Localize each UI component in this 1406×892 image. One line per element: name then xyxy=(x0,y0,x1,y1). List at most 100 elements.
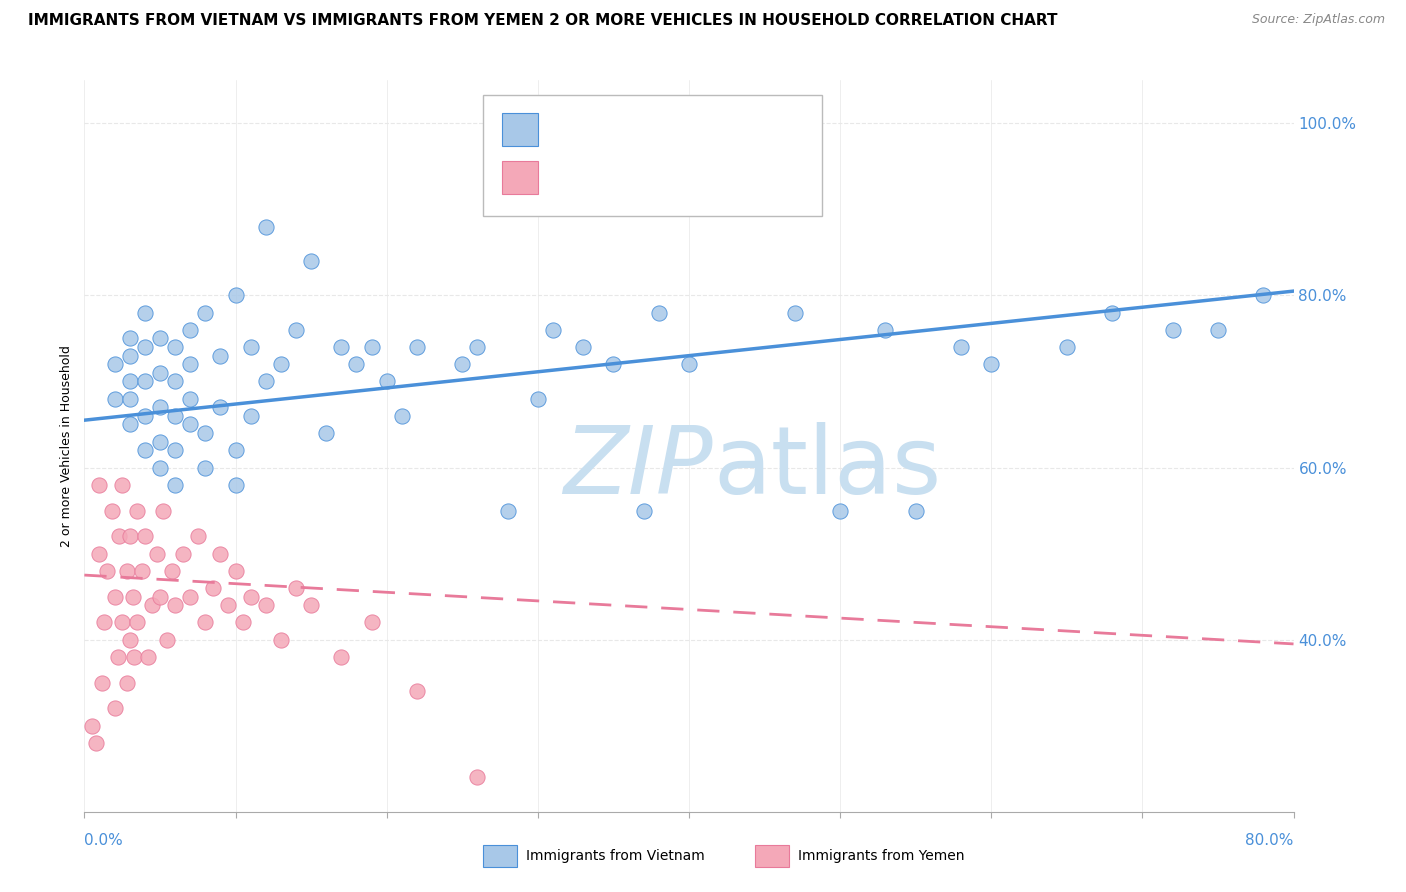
Point xyxy=(270,632,292,647)
Point xyxy=(1206,323,1229,337)
Point xyxy=(118,632,141,647)
Point xyxy=(156,632,179,647)
Point xyxy=(254,219,277,234)
Point xyxy=(647,305,671,319)
Point xyxy=(134,340,156,354)
Point xyxy=(1251,288,1274,302)
Point xyxy=(121,590,143,604)
Point xyxy=(239,409,262,423)
Point xyxy=(118,349,141,363)
Text: Immigrants from Vietnam: Immigrants from Vietnam xyxy=(526,848,704,863)
Point xyxy=(122,649,145,664)
Point xyxy=(217,598,239,612)
Point xyxy=(134,529,156,543)
Point xyxy=(315,426,337,441)
Point xyxy=(86,736,108,750)
Point xyxy=(127,615,149,630)
Point xyxy=(104,392,127,406)
Point xyxy=(163,598,186,612)
Point xyxy=(131,564,153,578)
Point xyxy=(284,581,308,595)
FancyBboxPatch shape xyxy=(484,95,823,216)
Point xyxy=(391,409,413,423)
Point xyxy=(127,503,149,517)
Point xyxy=(146,547,169,561)
Point xyxy=(96,564,118,578)
Point xyxy=(163,477,186,491)
Point xyxy=(633,503,655,517)
Point xyxy=(89,547,111,561)
Point xyxy=(1161,323,1184,337)
Point xyxy=(330,340,353,354)
Point xyxy=(980,357,1002,371)
Text: 0.0%: 0.0% xyxy=(84,832,124,847)
Point xyxy=(134,305,156,319)
Point xyxy=(783,305,806,319)
Point xyxy=(149,366,172,380)
Point xyxy=(152,503,174,517)
Point xyxy=(467,340,489,354)
Point xyxy=(209,349,232,363)
Point xyxy=(141,598,163,612)
Point xyxy=(107,649,129,664)
Point xyxy=(406,684,429,698)
Point xyxy=(209,401,232,415)
Point xyxy=(194,426,217,441)
Point xyxy=(100,503,122,517)
Point xyxy=(115,675,138,690)
Point xyxy=(360,340,382,354)
Point xyxy=(136,649,159,664)
Point xyxy=(134,443,156,458)
Point xyxy=(179,590,201,604)
Point xyxy=(194,460,217,475)
Point xyxy=(375,375,398,389)
Point xyxy=(115,564,138,578)
Point xyxy=(678,357,700,371)
Point xyxy=(254,375,277,389)
FancyBboxPatch shape xyxy=(755,845,789,867)
Point xyxy=(134,409,156,423)
Point xyxy=(496,503,519,517)
Point xyxy=(232,615,254,630)
Point xyxy=(163,340,186,354)
Point xyxy=(754,134,776,148)
Point xyxy=(209,547,232,561)
Point xyxy=(163,443,186,458)
Point xyxy=(541,323,564,337)
Point xyxy=(284,323,308,337)
Point xyxy=(118,392,141,406)
Point xyxy=(104,357,127,371)
Text: IMMIGRANTS FROM VIETNAM VS IMMIGRANTS FROM YEMEN 2 OR MORE VEHICLES IN HOUSEHOLD: IMMIGRANTS FROM VIETNAM VS IMMIGRANTS FR… xyxy=(28,13,1057,29)
Point xyxy=(299,254,322,268)
Point xyxy=(1101,305,1123,319)
Text: ZIP: ZIP xyxy=(564,423,713,514)
Point xyxy=(239,340,262,354)
Point xyxy=(80,719,103,733)
Point xyxy=(360,615,382,630)
Point xyxy=(89,477,111,491)
Point xyxy=(225,564,247,578)
Point xyxy=(149,434,172,449)
Point xyxy=(270,357,292,371)
Point xyxy=(299,598,322,612)
Y-axis label: 2 or more Vehicles in Household: 2 or more Vehicles in Household xyxy=(60,345,73,547)
Point xyxy=(160,564,183,578)
Text: R = -0.060  N = 50: R = -0.060 N = 50 xyxy=(550,161,707,179)
Text: R =   0.213  N = 71: R = 0.213 N = 71 xyxy=(550,110,713,128)
Point xyxy=(104,701,127,715)
Point xyxy=(149,590,172,604)
Point xyxy=(194,615,217,630)
Point xyxy=(1056,340,1078,354)
Point xyxy=(904,503,927,517)
Point xyxy=(875,323,897,337)
Text: Immigrants from Yemen: Immigrants from Yemen xyxy=(797,848,965,863)
Point xyxy=(451,357,474,371)
Point xyxy=(149,401,172,415)
Point xyxy=(179,357,201,371)
Point xyxy=(104,590,127,604)
Point xyxy=(526,392,548,406)
Point xyxy=(187,529,209,543)
Point xyxy=(179,323,201,337)
Point xyxy=(225,443,247,458)
Point xyxy=(830,503,852,517)
